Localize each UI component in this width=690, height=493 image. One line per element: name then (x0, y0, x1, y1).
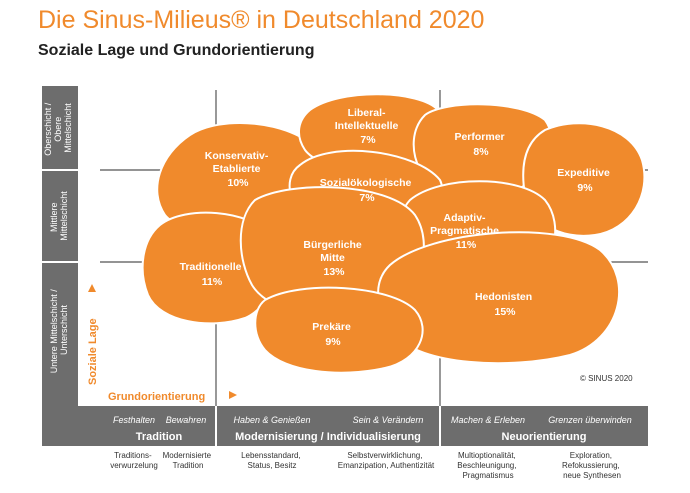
note-neu-2: Exploration, Refokussierung, neue Synthe… (562, 451, 622, 480)
band-modern-sub1: Haben & Genießen (233, 415, 310, 425)
milieu-shapes (141, 93, 646, 374)
copyright: © SINUS 2020 (580, 374, 633, 383)
shape-prekaere (254, 286, 424, 374)
corner-block (42, 406, 102, 446)
label-liberal-intellektuelle: Liberal- Intellektuelle 7% (335, 107, 402, 146)
band-modern-label: Modernisierung / Individualisierung (235, 431, 421, 443)
label-traditionelle: Traditionelle 11% (180, 261, 245, 288)
band-tradition-sub2: Bewahren (166, 415, 207, 425)
label-expeditive: Expeditive 9% (557, 167, 612, 194)
y-row-upper: Oberschicht / Obere Mittelschicht (43, 100, 73, 156)
note-neu-1: Multioptionalität, Beschleunigung, Pragm… (457, 451, 518, 480)
y-row-middle: Mittlere Mittelschicht (49, 191, 69, 241)
band-tradition-sub1: Festhalten (113, 415, 155, 425)
y-axis-column (42, 86, 78, 406)
y-row-lower: Untere Mittelschicht / Unterschicht (49, 287, 69, 374)
bottom-band (102, 406, 648, 446)
label-prekaere: Prekäre 9% (312, 321, 353, 348)
note-tradition-2: Modernisierte Tradition (163, 451, 214, 470)
band-neu-sub1: Machen & Erleben (451, 415, 525, 425)
page-title: Die Sinus-Milieus® in Deutschland 2020 (38, 6, 485, 34)
band-tradition-label: Tradition (136, 431, 183, 443)
x-arrow-icon (229, 391, 237, 399)
page-subtitle: Soziale Lage und Grundorientierung (38, 42, 315, 59)
label-konservativ-etablierte: Konservativ- Etablierte 10% (205, 150, 272, 189)
label-performer: Performer 8% (454, 131, 507, 158)
label-buergerliche-mitte: Bürgerliche Mitte 13% (303, 239, 364, 278)
band-neu-label: Neuorientierung (502, 431, 587, 443)
y-axis-label: Soziale Lage (87, 318, 99, 385)
label-hedonisten: Hedonisten 15% (475, 291, 535, 318)
note-modern-1: Lebensstandard, Status, Besitz (241, 451, 303, 470)
note-modern-2: Selbstverwirklichung, Emanzipation, Auth… (338, 451, 435, 470)
x-axis-label: Grundorientierung (108, 391, 205, 403)
band-neu-sub2: Grenzen überwinden (548, 415, 632, 425)
band-modern-sub2: Sein & Verändern (353, 415, 424, 425)
label-adaptiv-pragmatische: Adaptiv- Pragmatische 11% (430, 212, 502, 251)
shape-expeditive (522, 122, 646, 237)
label-sozialoekologische: Sozialökologische 7% (320, 177, 415, 204)
y-arrow-icon (88, 284, 96, 292)
note-tradition-1: Traditions- verwurzelung (110, 451, 158, 470)
